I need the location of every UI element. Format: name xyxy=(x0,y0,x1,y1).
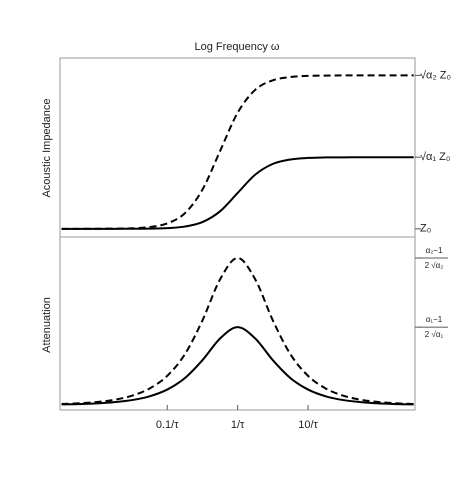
series-line xyxy=(61,326,414,406)
y-tick-label: Z₀ xyxy=(420,223,431,235)
y-tick-label-denominator: 2 √α₁ xyxy=(425,330,444,339)
y-axis-label: Attenuation xyxy=(41,297,53,353)
y-tick-label: √α₁ Z₀ xyxy=(420,151,450,163)
y-axis-label: Acoustic Impedance xyxy=(41,98,53,197)
y-tick-label: √α₂ Z₀ xyxy=(420,69,451,81)
x-tick-label: 1/τ xyxy=(231,419,245,431)
x-tick-label: 10/τ xyxy=(298,419,318,431)
y-tick-label-numerator: α₁−1 xyxy=(426,315,443,324)
x-tick-label: 0.1/τ xyxy=(156,419,179,431)
series-line xyxy=(61,256,414,405)
series-line xyxy=(61,156,414,230)
y-tick-label-denominator: 2 √α₂ xyxy=(425,261,444,270)
y-tick-label-numerator: α₂−1 xyxy=(426,246,443,255)
chart-title: Log Frequency ω xyxy=(194,41,279,53)
